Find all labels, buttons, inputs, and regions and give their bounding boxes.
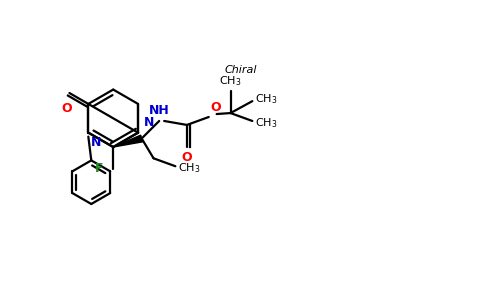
- Text: Chiral: Chiral: [224, 65, 257, 75]
- Text: F: F: [95, 162, 103, 175]
- Text: O: O: [211, 101, 221, 114]
- Text: NH: NH: [149, 104, 169, 117]
- Text: N: N: [91, 136, 102, 148]
- Text: N: N: [144, 116, 154, 129]
- Polygon shape: [113, 135, 143, 147]
- Text: CH$_3$: CH$_3$: [255, 92, 278, 106]
- Text: CH$_3$: CH$_3$: [255, 116, 278, 130]
- Text: O: O: [182, 151, 192, 164]
- Text: O: O: [61, 102, 72, 115]
- Text: CH$_3$: CH$_3$: [219, 74, 242, 88]
- Text: CH$_3$: CH$_3$: [178, 161, 201, 175]
